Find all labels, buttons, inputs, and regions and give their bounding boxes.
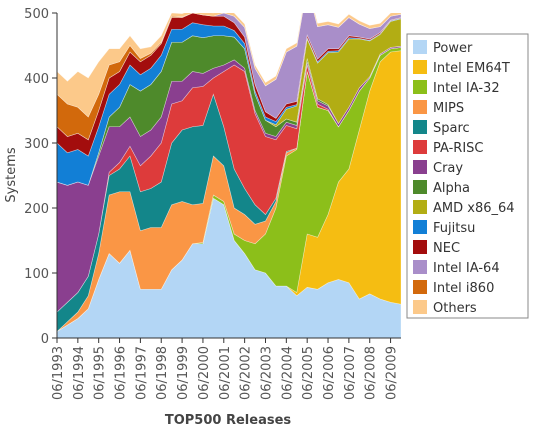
x-tick-label: 06/2009	[385, 346, 400, 400]
x-tick-label: 06/2000	[197, 346, 212, 400]
legend-swatch	[413, 80, 427, 94]
legend-swatch	[413, 100, 427, 114]
x-tick-label: 06/2004	[280, 346, 295, 400]
legend-swatch	[413, 120, 427, 134]
legend-label: Intel EM64T	[433, 61, 510, 76]
y-tick-label: 500	[24, 7, 49, 22]
x-tick-label: 06/1999	[176, 346, 191, 400]
legend-label: MIPS	[433, 101, 464, 116]
legend-label: Intel i860	[433, 281, 494, 296]
legend-label: Intel IA-64	[433, 261, 500, 276]
x-tick-label: 06/1993	[51, 346, 66, 400]
legend-swatch	[413, 60, 427, 74]
legend-box	[406, 33, 529, 319]
plot-area	[57, 13, 401, 338]
legend-swatch	[413, 200, 427, 214]
legend-swatch	[413, 260, 427, 274]
legend-label: Others	[433, 301, 477, 316]
x-tick-label: 06/2003	[259, 346, 274, 400]
y-tick-label: 400	[24, 72, 49, 87]
x-tick-label: 06/1994	[72, 346, 87, 400]
y-tick-label: 300	[24, 137, 49, 152]
legend-swatch	[413, 180, 427, 194]
y-tick-label: 100	[24, 267, 49, 282]
x-tick-label: 06/2007	[343, 346, 358, 400]
x-tick-label: 06/2005	[301, 346, 316, 400]
legend-label: Sparc	[433, 121, 470, 136]
legend-label: PA-RISC	[433, 141, 484, 156]
legend-swatch	[413, 220, 427, 234]
legend-label: Cray	[433, 161, 463, 176]
legend-swatch	[413, 40, 427, 54]
x-tick-label: 06/2006	[322, 346, 337, 400]
area	[57, 13, 401, 118]
x-tick-label: 06/2001	[218, 346, 233, 400]
legend-label: Alpha	[433, 181, 470, 196]
y-tick-label: 200	[24, 202, 49, 217]
legend-swatch	[413, 240, 427, 254]
y-axis-label: Systems	[4, 147, 19, 202]
x-axis-label: TOP500 Releases	[165, 413, 292, 428]
legend-label: Intel IA-32	[433, 81, 500, 96]
x-tick-label: 06/2002	[239, 346, 254, 400]
legend-swatch	[413, 140, 427, 154]
legend-swatch	[413, 300, 427, 314]
x-tick-label: 06/1997	[134, 346, 149, 400]
x-tick-label: 06/1995	[93, 346, 108, 400]
legend-label: Fujitsu	[433, 221, 475, 236]
y-tick-label: 0	[41, 332, 49, 347]
legend-label: NEC	[433, 241, 460, 256]
legend-swatch	[413, 160, 427, 174]
x-tick-label: 06/1996	[114, 346, 129, 400]
x-tick-label: 06/1998	[155, 346, 170, 400]
x-tick-label: 06/2008	[364, 346, 379, 400]
legend-swatch	[413, 280, 427, 294]
legend-label: Power	[433, 41, 473, 56]
legend-label: AMD x86_64	[433, 201, 515, 216]
